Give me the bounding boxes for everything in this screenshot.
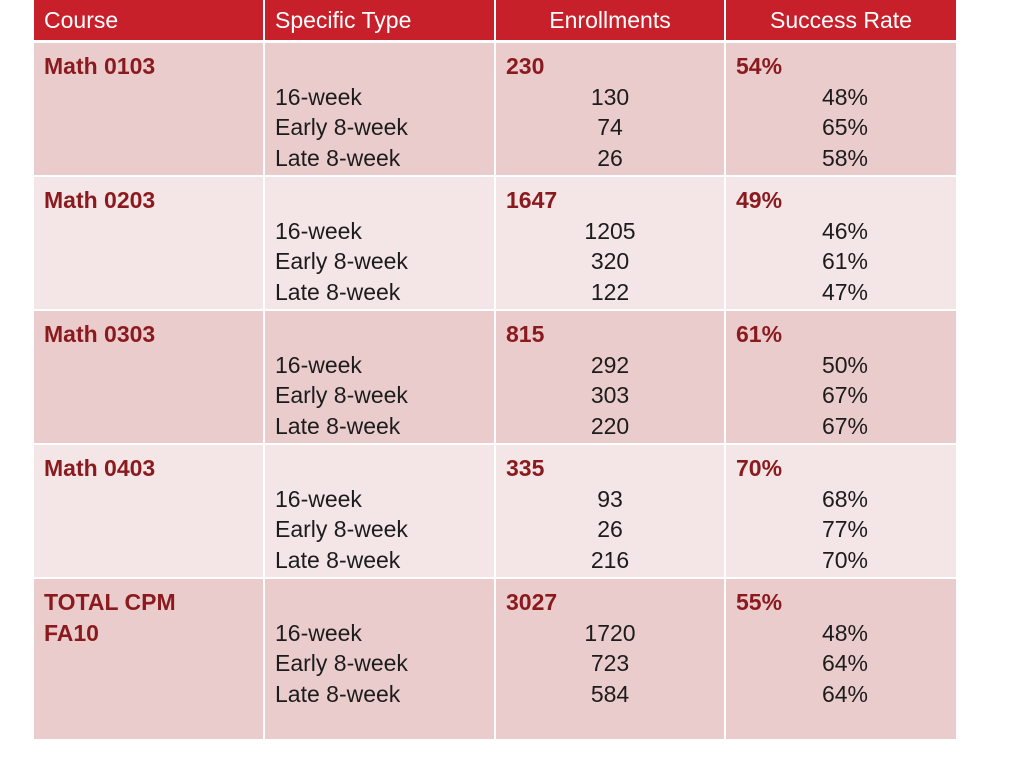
header-specific-type: Specific Type <box>264 0 496 43</box>
spacer <box>275 453 484 484</box>
success-rate-total: 61% <box>736 321 783 347</box>
course-name: Math 0303 <box>44 321 156 347</box>
course-cell: Math 0203 <box>34 176 265 311</box>
course-name: TOTAL CPM <box>44 589 176 615</box>
table-header-row: Course Specific Type Enrollments Success… <box>34 0 956 43</box>
course-cell: Math 0103 <box>34 41 265 177</box>
type-cell: 16-week Early 8-week Late 8-week <box>264 310 496 445</box>
header-success-rate: Success Rate <box>725 0 956 43</box>
course-cell: Math 0403 <box>34 444 265 579</box>
success-rate-cell: 61% 50% 67% 67% <box>725 310 956 445</box>
course-name: Math 0103 <box>44 53 156 79</box>
enrollment-total: 230 <box>506 53 545 79</box>
success-rate-cell: 55% 48% 64% 64% <box>725 578 956 741</box>
success-rate-value: 61% <box>821 248 868 275</box>
success-rate-table-container: Course Specific Type Enrollments Success… <box>34 0 956 741</box>
enrollment-value: 1205 <box>584 217 636 244</box>
success-rate-value: 67% <box>821 382 868 409</box>
course-name-line2: FA10 <box>44 619 99 646</box>
spacer <box>275 185 484 216</box>
enrollments-cell: 230 130 74 26 <box>495 41 726 177</box>
type-label: 16-week <box>275 619 362 646</box>
enrollment-total: 3027 <box>506 589 558 615</box>
spacer <box>275 51 484 82</box>
enrollment-value: 320 <box>590 248 630 275</box>
type-cell: 16-week Early 8-week Late 8-week <box>264 578 496 741</box>
table-row: Math 0403 16-week Early 8-week Late 8-we… <box>34 444 956 579</box>
enrollment-value: 1720 <box>584 619 636 646</box>
type-label: Early 8-week <box>275 248 408 275</box>
type-label: 16-week <box>275 351 362 378</box>
success-rate-cell: 70% 68% 77% 70% <box>725 444 956 579</box>
course-cell: TOTAL CPM FA10 <box>34 578 265 741</box>
type-label: 16-week <box>275 217 362 244</box>
type-label: Late 8-week <box>275 145 401 172</box>
success-rate-cell: 54% 48% 65% 58% <box>725 41 956 177</box>
success-rate-total: 70% <box>736 455 783 481</box>
success-rate-cell: 49% 46% 61% 47% <box>725 176 956 311</box>
success-rate-value: 64% <box>821 650 868 677</box>
type-cell: 16-week Early 8-week Late 8-week <box>264 444 496 579</box>
course-cell: Math 0303 <box>34 310 265 445</box>
success-rate-value: 48% <box>821 619 868 646</box>
enrollment-total: 815 <box>506 321 545 347</box>
type-label: Early 8-week <box>275 382 408 409</box>
table-row: Math 0103 16-week Early 8-week Late 8-we… <box>34 41 956 177</box>
enrollment-value: 74 <box>597 114 623 141</box>
table-row: Math 0303 16-week Early 8-week Late 8-we… <box>34 310 956 445</box>
enrollment-value: 292 <box>590 351 630 378</box>
success-rate-value: 67% <box>821 413 868 440</box>
type-label: Early 8-week <box>275 516 408 543</box>
success-rate-value: 77% <box>821 516 868 543</box>
header-course: Course <box>34 0 265 43</box>
success-rate-value: 48% <box>821 83 868 110</box>
spacer <box>275 587 484 618</box>
success-rate-value: 50% <box>821 351 868 378</box>
type-label: Late 8-week <box>275 547 401 574</box>
enrollment-value: 584 <box>590 681 630 708</box>
type-label: 16-week <box>275 83 362 110</box>
enrollment-value: 216 <box>590 547 630 574</box>
success-rate-value: 70% <box>821 547 868 574</box>
success-rate-value: 65% <box>821 114 868 141</box>
enrollment-value: 26 <box>597 145 623 172</box>
enrollment-value: 93 <box>597 485 623 512</box>
success-rate-value: 68% <box>821 485 868 512</box>
success-rate-table: Course Specific Type Enrollments Success… <box>34 0 956 741</box>
success-rate-total: 55% <box>736 589 783 615</box>
enrollment-value: 220 <box>590 413 630 440</box>
table-row: Math 0203 16-week Early 8-week Late 8-we… <box>34 176 956 311</box>
type-label: Early 8-week <box>275 114 408 141</box>
enrollments-cell: 815 292 303 220 <box>495 310 726 445</box>
type-label: Late 8-week <box>275 279 401 306</box>
type-cell: 16-week Early 8-week Late 8-week <box>264 41 496 177</box>
enrollments-cell: 3027 1720 723 584 <box>495 578 726 741</box>
type-label: 16-week <box>275 485 362 512</box>
course-name: Math 0403 <box>44 455 156 481</box>
enrollments-cell: 335 93 26 216 <box>495 444 726 579</box>
success-rate-total: 54% <box>736 53 783 79</box>
enrollment-total: 335 <box>506 455 545 481</box>
enrollment-value: 723 <box>590 650 630 677</box>
success-rate-total: 49% <box>736 187 783 213</box>
type-cell: 16-week Early 8-week Late 8-week <box>264 176 496 311</box>
success-rate-value: 46% <box>821 217 868 244</box>
type-label: Early 8-week <box>275 650 408 677</box>
table-row-total: TOTAL CPM FA10 16-week Early 8-week Late… <box>34 578 956 741</box>
enrollment-value: 303 <box>590 382 630 409</box>
success-rate-value: 58% <box>821 145 868 172</box>
success-rate-value: 64% <box>821 681 868 708</box>
enrollment-value: 122 <box>590 279 630 306</box>
spacer <box>275 319 484 350</box>
course-name: Math 0203 <box>44 187 156 213</box>
enrollments-cell: 1647 1205 320 122 <box>495 176 726 311</box>
enrollment-value: 26 <box>597 516 623 543</box>
header-enrollments: Enrollments <box>495 0 726 43</box>
type-label: Late 8-week <box>275 413 401 440</box>
enrollment-value: 130 <box>590 83 630 110</box>
enrollment-total: 1647 <box>506 187 558 213</box>
success-rate-value: 47% <box>821 279 868 306</box>
type-label: Late 8-week <box>275 681 401 708</box>
